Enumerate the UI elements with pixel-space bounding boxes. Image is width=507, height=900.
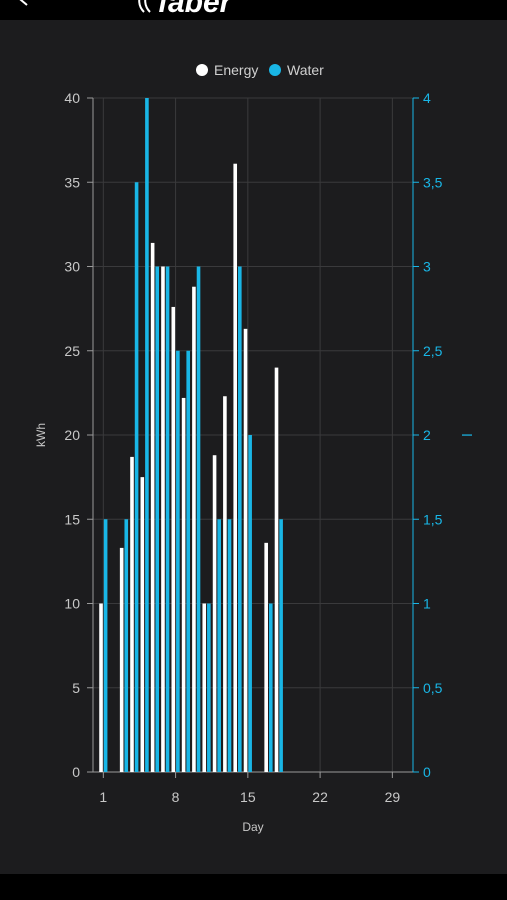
water-bar <box>103 519 108 772</box>
y-right-tick-label: 3,5 <box>423 174 443 190</box>
legend-water-label: Water <box>287 62 324 78</box>
x-tick-label: 8 <box>172 789 180 805</box>
y-left-tick-label: 10 <box>64 596 80 612</box>
y-right-tick-label: 2 <box>423 427 431 443</box>
energy-bar <box>140 477 145 772</box>
y-right-tick-label: 1 <box>423 596 431 612</box>
water-bar <box>227 519 232 772</box>
x-tick-label: 1 <box>99 789 107 805</box>
y-left-tick-label: 40 <box>64 90 80 106</box>
y-left-tick-label: 15 <box>64 511 80 527</box>
svg-text:faber: faber <box>158 0 234 16</box>
energy-bar <box>212 455 217 772</box>
y-left-tick-label: 25 <box>64 343 80 359</box>
y-left-tick-label: 5 <box>72 680 80 696</box>
energy-bar <box>264 542 268 772</box>
energy-bar <box>274 367 279 772</box>
y-right-tick-label: 0 <box>423 764 431 780</box>
energy-bar <box>202 603 207 772</box>
water-bar <box>238 266 242 772</box>
water-bar <box>124 519 129 772</box>
y-right-tick-label: 4 <box>423 90 431 106</box>
energy-bar <box>150 242 155 772</box>
bottom-bar <box>0 874 507 900</box>
y-right-tick-label: 3 <box>423 259 431 275</box>
y-left-tick-label: 35 <box>64 174 80 190</box>
energy-bar <box>233 163 238 773</box>
chart-panel: 0 5 10 15 20 25 30 35 40 0 0,5 1 1,5 2 2,5 3 3,5 4 1 8 15 22 2… <box>0 20 507 874</box>
y-left-tick-label: 0 <box>72 764 80 780</box>
top-bar: faber <box>0 0 507 20</box>
energy-bar <box>192 286 196 772</box>
water-bar <box>134 182 139 772</box>
x-tick-label: 15 <box>240 789 256 805</box>
legend-water-marker <box>269 64 281 76</box>
water-bar <box>196 266 201 772</box>
y-axis-right-title: l <box>459 433 475 436</box>
x-tick-label: 22 <box>312 789 328 805</box>
energy-bar <box>99 603 103 772</box>
y-axis-left-title: kWh <box>34 423 48 447</box>
energy-bar <box>119 547 124 772</box>
x-tick-label: 29 <box>385 789 401 805</box>
energy-bar <box>130 456 134 772</box>
energy-bar <box>223 396 227 772</box>
water-bar <box>279 519 283 772</box>
energy-bar <box>181 397 186 772</box>
water-bar <box>145 98 149 772</box>
y-left-tick-label: 20 <box>64 427 80 443</box>
energy-bar <box>161 266 165 772</box>
y-right-tick-label: 0,5 <box>423 680 443 696</box>
water-bar <box>268 603 273 772</box>
faber-logo: faber <box>138 0 234 16</box>
water-bar <box>176 350 180 772</box>
y-right-tick-label: 2,5 <box>423 343 443 359</box>
water-bar <box>248 435 252 772</box>
water-bar <box>155 266 160 772</box>
energy-bar <box>171 306 176 772</box>
chevron-left-icon[interactable] <box>18 0 30 6</box>
water-bar <box>207 603 211 772</box>
y-left-tick-label: 30 <box>64 259 80 275</box>
water-bar <box>165 266 170 772</box>
energy-water-chart: 0 5 10 15 20 25 30 35 40 0 0,5 1 1,5 2 2,5 3 3,5 4 1 8 15 22 2… <box>34 62 475 834</box>
energy-bar <box>243 328 248 772</box>
y-right-tick-label: 1,5 <box>423 511 443 527</box>
legend-energy-marker <box>196 64 208 76</box>
x-axis-title: Day <box>242 820 263 834</box>
legend-energy-label: Energy <box>214 62 258 78</box>
water-bar <box>186 350 191 772</box>
water-bar <box>217 519 221 772</box>
